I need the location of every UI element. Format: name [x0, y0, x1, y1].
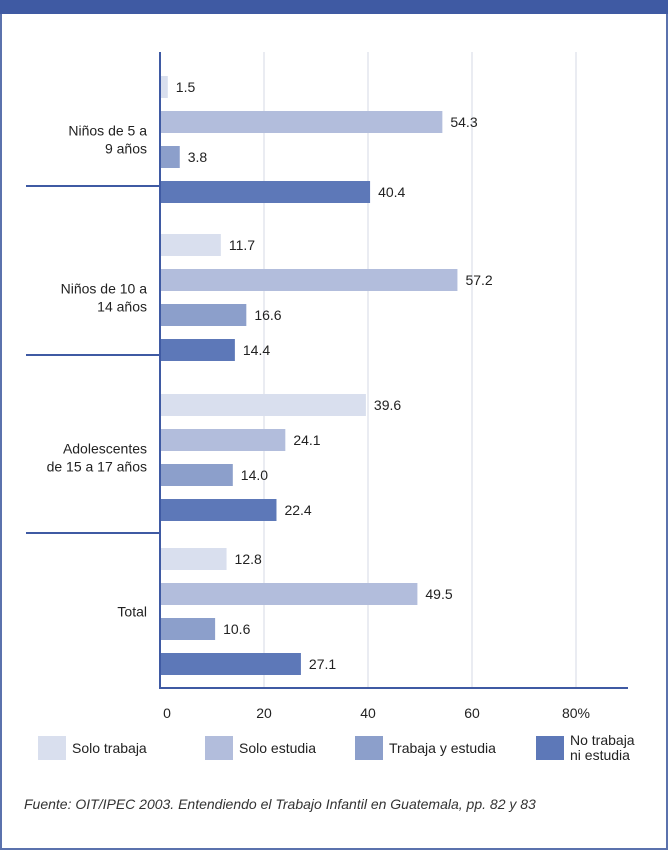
category-label: de 15 a 17 años	[47, 459, 147, 475]
bar	[160, 548, 227, 570]
header-bar	[0, 0, 668, 14]
data-label: 57.2	[465, 272, 492, 288]
data-label: 54.3	[450, 114, 477, 130]
category-label: 9 años	[105, 141, 147, 157]
legend-label: Trabaja y estudia	[389, 740, 496, 756]
bar	[160, 429, 286, 451]
category-label: Niños de 10 a	[61, 281, 148, 297]
legend-swatch	[355, 736, 383, 760]
x-tick-label: 0	[163, 705, 171, 721]
bar	[160, 181, 371, 203]
legend-label: ni estudia	[570, 747, 630, 763]
data-label: 14.0	[241, 467, 268, 483]
bar-chart: 1.5 11.7 39.6 12.8 54.3 57.2 24.1 49.5 3.8 16.6 14…	[26, 52, 635, 763]
category-label: Total	[117, 604, 147, 620]
data-label: 22.4	[284, 502, 311, 518]
legend-swatch	[38, 736, 66, 760]
bar	[160, 111, 443, 133]
bar	[160, 653, 301, 675]
bar	[160, 304, 247, 326]
data-label: 1.5	[176, 79, 196, 95]
bar	[160, 464, 233, 486]
legend-label: Solo trabaja	[72, 740, 147, 756]
x-tick-label: 40	[360, 705, 376, 721]
x-tick-label: 80%	[562, 705, 590, 721]
category-label: 14 años	[97, 299, 147, 315]
bar	[160, 234, 221, 256]
data-label: 10.6	[223, 621, 250, 637]
bar	[160, 339, 235, 361]
legend-label: No trabaja	[570, 732, 635, 748]
bar	[160, 76, 168, 98]
source-note: Fuente: OIT/IPEC 2003. Entendiendo el Tr…	[24, 796, 536, 812]
legend-label: Solo estudia	[239, 740, 316, 756]
data-label: 14.4	[243, 342, 270, 358]
data-label: 49.5	[425, 586, 452, 602]
data-label: 12.8	[235, 551, 262, 567]
bar	[160, 146, 180, 168]
bar	[160, 269, 458, 291]
data-label: 40.4	[378, 184, 405, 200]
data-label: 24.1	[293, 432, 320, 448]
data-label: 16.6	[254, 307, 281, 323]
bar	[160, 499, 277, 521]
legend-swatch	[205, 736, 233, 760]
bar	[160, 394, 366, 416]
data-label: 27.1	[309, 656, 336, 672]
data-label: 11.7	[229, 237, 255, 253]
category-label: Niños de 5 a	[68, 123, 147, 139]
x-tick-label: 20	[256, 705, 272, 721]
data-label: 3.8	[188, 149, 208, 165]
data-label: 39.6	[374, 397, 401, 413]
legend-swatch	[536, 736, 564, 760]
bar	[160, 583, 418, 605]
category-label: Adolescentes	[63, 441, 147, 457]
x-tick-label: 60	[464, 705, 480, 721]
bar	[160, 618, 216, 640]
